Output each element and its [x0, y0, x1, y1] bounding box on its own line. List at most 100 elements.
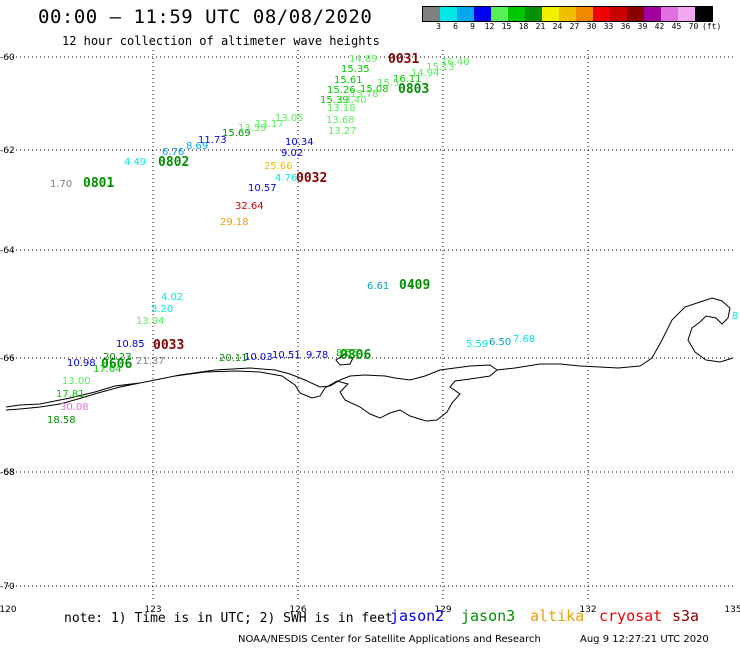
wave-labels: 0031 0803 0802 0801 0032 0409 0033 0806 0606 14.8…	[47, 52, 738, 426]
scale-label: 27	[569, 22, 580, 31]
legend-altika: altika	[530, 607, 585, 625]
latitude-tick-label: -64	[0, 246, 15, 256]
scale-label: 21	[535, 22, 546, 31]
scale-swatch	[610, 7, 627, 21]
wave-height-value: 13.59	[238, 123, 267, 134]
scale-label: 24	[552, 22, 563, 31]
wave-height-value: 30.08	[60, 402, 89, 413]
scale-label: 33	[603, 22, 614, 31]
scale-swatch	[559, 7, 576, 21]
latitude-tick-label: -70	[0, 582, 15, 592]
wave-height-value: 7.68	[513, 334, 535, 345]
wave-height-value: 3.20	[151, 304, 173, 315]
wave-height-value: 13.00	[62, 376, 91, 387]
longitude-tick-label: 126	[289, 605, 306, 615]
pass-time-label: 0409	[399, 278, 430, 293]
wave-height-value: 16.11	[393, 74, 422, 85]
wave-height-value: 6.50	[489, 337, 511, 348]
wave-height-value: 8.55	[336, 348, 358, 359]
wave-height-value: 8	[732, 311, 738, 322]
wave-height-value: 13.27	[328, 126, 357, 137]
coastline-east	[496, 297, 734, 371]
scale-swatch	[627, 7, 644, 21]
wave-height-value: 15.13	[426, 62, 455, 73]
scale-swatch	[440, 7, 457, 21]
wave-height-value: 13.18	[327, 103, 356, 114]
map-grid: 120 123 126 129 132 135-60-62-64-66-68-68-70	[0, 50, 740, 615]
wave-height-value: 20.23	[103, 352, 132, 363]
legend-cryosat: cryosat	[599, 607, 663, 625]
latitude-tick-label: -60	[0, 53, 15, 63]
longitude-tick-label: 132	[579, 605, 596, 615]
wave-height-value: 13.40	[338, 95, 367, 106]
wave-height-value: 10.98	[67, 358, 96, 369]
wave-height-value: 14.94	[411, 68, 440, 79]
legend-s3a: s3a	[672, 607, 700, 625]
wave-height-value: 8.69	[186, 141, 208, 152]
latitude-tick-label: -68	[0, 468, 15, 478]
scale-label: 9	[470, 22, 475, 31]
wave-height-value: 13.17	[255, 119, 284, 130]
scale-swatch	[576, 7, 593, 21]
generated-timestamp: Aug 9 12:27:21 UTC 2020	[580, 634, 709, 645]
longitude-tick-label: 123	[144, 605, 161, 615]
wave-height-value: 13.94	[136, 316, 165, 327]
wave-height-value: 6.61	[367, 281, 389, 292]
wave-height-value: 4.02	[161, 292, 183, 303]
wave-height-value: 15.35	[341, 64, 370, 75]
scale-swatch	[542, 7, 559, 21]
scale-label: 39	[637, 22, 648, 31]
scale-swatch	[525, 7, 542, 21]
pass-time-label: 0801	[83, 176, 114, 191]
wave-height-value: 18.58	[47, 415, 76, 426]
wave-height-value: 9.02	[281, 148, 303, 159]
wave-height-value: 15.26	[327, 85, 356, 96]
wave-height-value: 16.40	[441, 57, 470, 68]
scale-swatch	[678, 7, 695, 21]
island	[335, 353, 354, 366]
wave-height-value: 15.69	[222, 128, 251, 139]
credit-line: NOAA/NESDIS Center for Satellite Applica…	[238, 634, 541, 645]
scale-label: 30	[586, 22, 597, 31]
scale-swatch	[474, 7, 491, 21]
scale-label: 6	[453, 22, 458, 31]
scale-label: 36	[620, 22, 631, 31]
scale-label: 70	[688, 22, 699, 31]
latitude-tick-label: -62	[0, 146, 15, 156]
wave-height-value: 15.08	[360, 84, 389, 95]
wave-height-value: 14.89	[349, 54, 378, 65]
wave-height-value: 15.78	[350, 89, 379, 100]
wave-height-value: 10.51	[272, 350, 301, 361]
scale-swatch	[695, 7, 712, 21]
wave-height-value: 15.39	[320, 95, 349, 106]
wave-height-value: 17.04	[93, 364, 122, 375]
scale-swatch	[508, 7, 525, 21]
wave-height-value: 29.18	[220, 217, 249, 228]
scale-label: 3	[436, 22, 441, 31]
footer-note: note: 1) Time is in UTC; 2) SWH is in fe…	[64, 611, 393, 626]
wave-height-value: 4.49	[124, 157, 146, 168]
wave-height-value: 17.81	[56, 389, 85, 400]
scale-swatch	[457, 7, 474, 21]
wave-height-value: 15.5	[377, 78, 399, 89]
pass-time-label: 0033	[153, 338, 184, 353]
scale-label: 15	[501, 22, 512, 31]
color-scale-labels: 3 6 9 12 15 18 21 24 27 30 33 36 39 42 45 70 (ft)	[422, 22, 732, 34]
scale-swatch	[661, 7, 678, 21]
pass-time-label: 0806	[340, 348, 371, 363]
legend-jason2: jason2	[390, 607, 445, 625]
wave-height-value: 5.59	[466, 339, 488, 350]
scale-label: (ft)	[702, 22, 722, 31]
map-subtitle: 12 hour collection of altimeter wave hei…	[62, 34, 380, 48]
wave-height-value: 13.68	[326, 115, 355, 126]
scale-swatch	[644, 7, 661, 21]
wave-height-value: 21.37	[136, 356, 165, 367]
wave-height-value: 10.03	[244, 352, 273, 363]
wave-height-value: 10.57	[248, 183, 277, 194]
scale-swatch	[593, 7, 610, 21]
wave-height-value: 25.66	[264, 161, 293, 172]
wave-height-value: 20.11	[219, 353, 248, 364]
pass-time-label: 0803	[398, 82, 429, 97]
legend-jason3: jason3	[461, 607, 516, 625]
